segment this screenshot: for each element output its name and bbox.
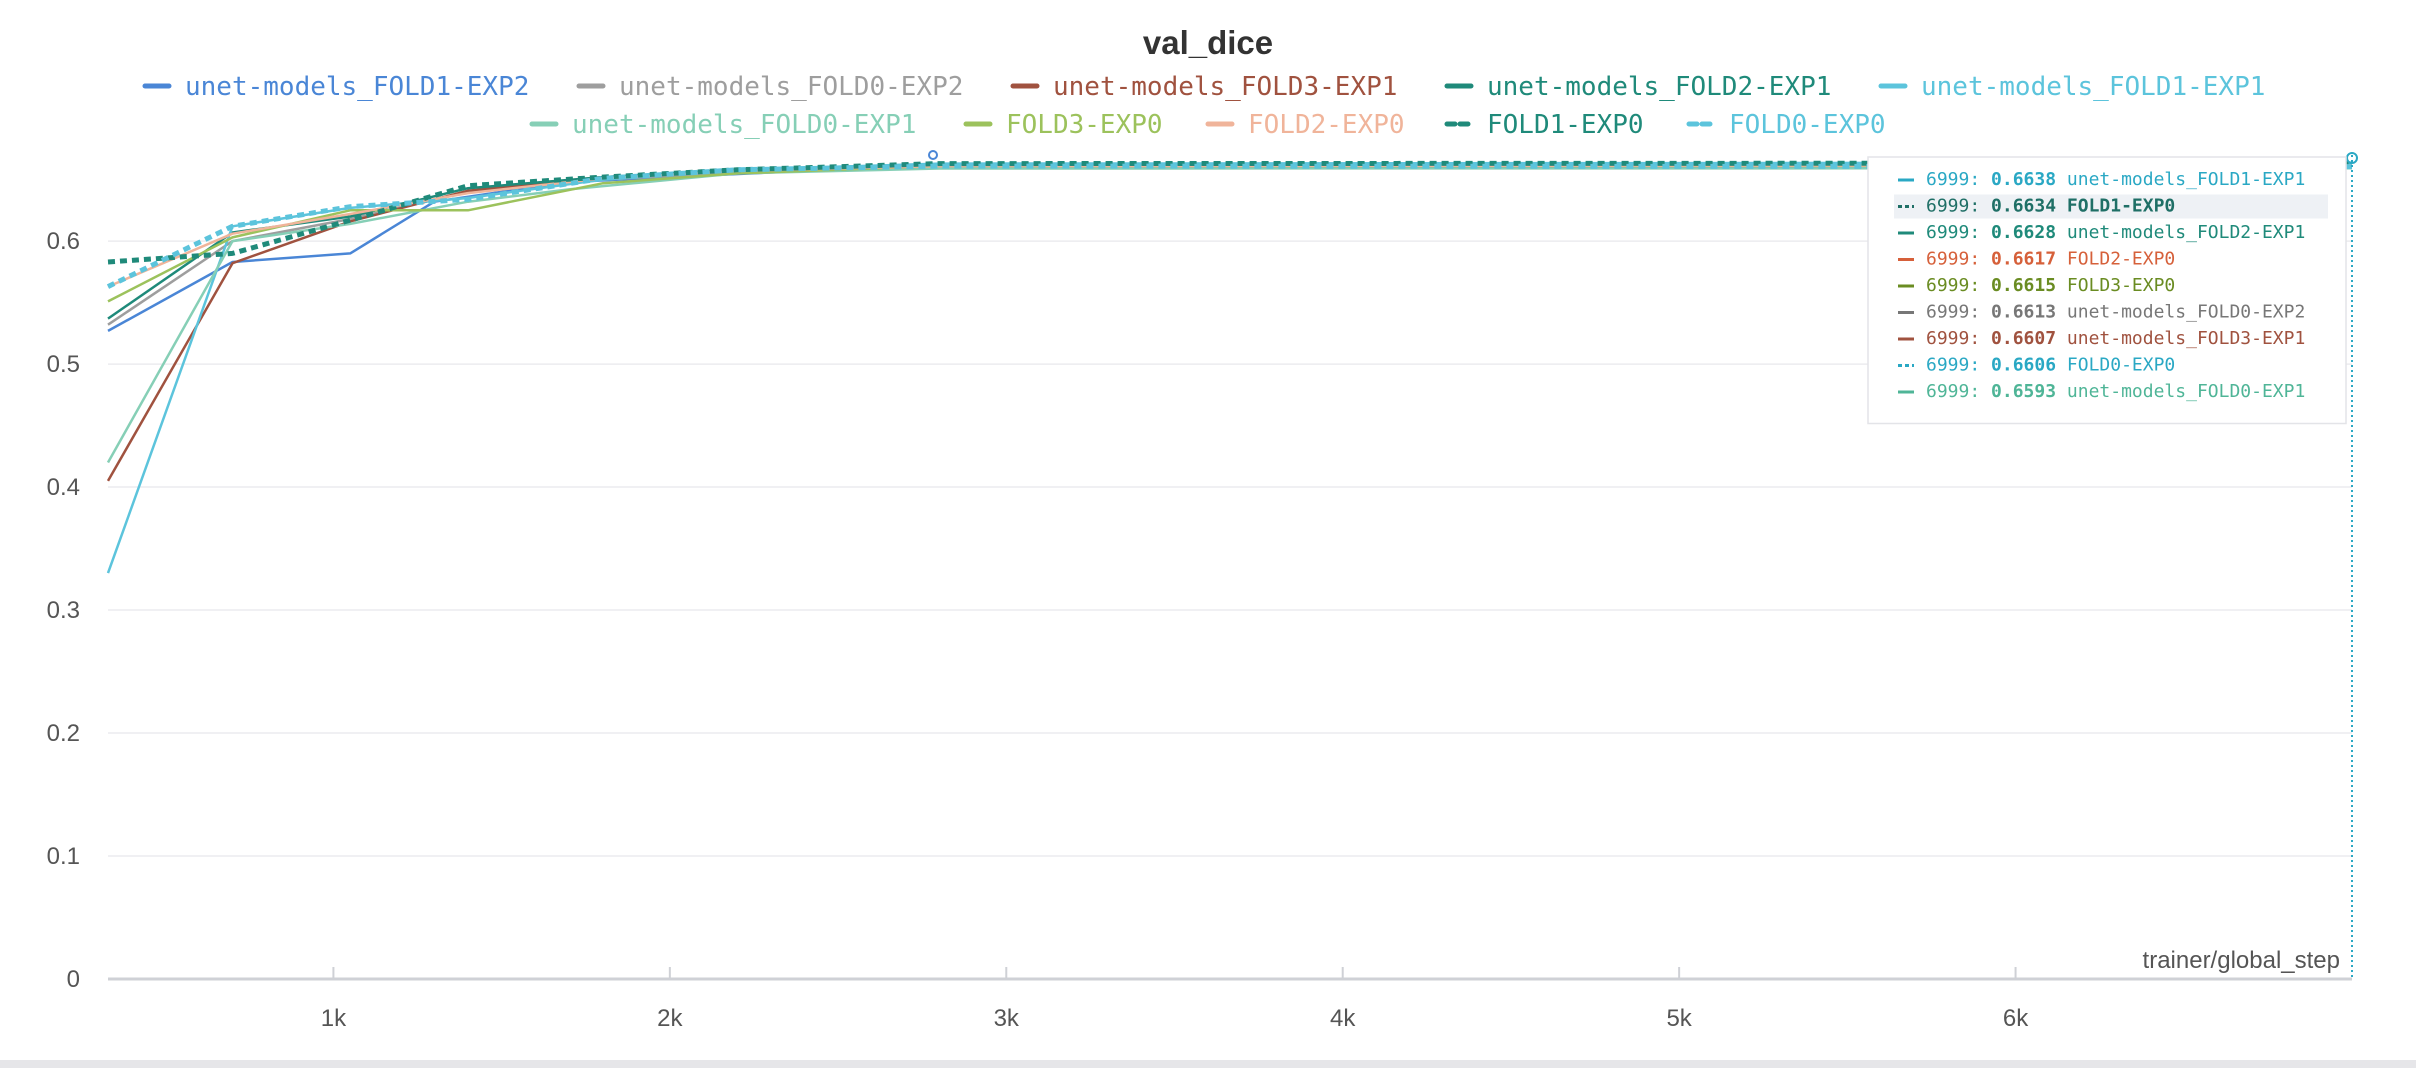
x-tick-label: 2k [657,1005,683,1032]
tooltip-row: 6999: 0.6613 unet-models_FOLD0-EXP2 [1898,302,2305,323]
series-line[interactable] [106,166,2353,464]
chart-title: val_dice [1143,24,1273,61]
legend-label: FOLD3-EXP0 [1006,110,1163,140]
tooltip-text: 6999: 0.6628 unet-models_FOLD2-EXP1 [1926,222,2305,243]
tooltip-run-name: FOLD1-EXP0 [2056,196,2175,217]
grid [108,240,2352,981]
tooltip-row: 6999: 0.6593 unet-models_FOLD0-EXP1 [1898,381,2305,402]
legend-label: FOLD1-EXP0 [1487,110,1644,140]
legend-label: unet-models_FOLD2-EXP1 [1487,72,1831,102]
x-tick-label: 6k [2003,1005,2029,1032]
tooltip-run-name: unet-models_FOLD1-EXP1 [2056,169,2305,190]
legend-item[interactable]: FOLD3-EXP0 [963,110,1163,140]
tooltip-step: 6999: [1926,249,1991,270]
tooltip-run-name: FOLD2-EXP0 [2056,249,2175,270]
x-axis-label: trainer/global_step [2143,947,2340,974]
series-lines [106,150,2358,979]
tooltip-text: 6999: 0.6607 unet-models_FOLD3-EXP1 [1926,328,2305,349]
tooltip-value: 0.6634 [1991,196,2056,217]
legend-label: unet-models_FOLD1-EXP1 [1921,72,2265,102]
tooltip-row: 6999: 0.6634 FOLD1-EXP0 [1894,194,2328,219]
tooltip-step: 6999: [1926,381,1991,402]
tooltip-step: 6999: [1926,196,1991,217]
legend-item[interactable]: unet-models_FOLD0-EXP1 [529,110,916,140]
tooltip-step: 6999: [1926,222,1991,243]
max-marker [928,150,938,160]
legend-label: unet-models_FOLD0-EXP2 [619,72,963,102]
tooltip-value: 0.6613 [1991,302,2056,323]
legend-label: unet-models_FOLD1-EXP2 [185,72,529,102]
legend-item[interactable]: FOLD1-EXP0 [1444,110,1644,140]
panel-bottom-border [0,1060,2416,1068]
tooltip-text: 6999: 0.6613 unet-models_FOLD0-EXP2 [1926,302,2305,323]
y-axis: 0 0.1 0.2 0.3 0.4 0.5 0.6 [47,228,80,993]
tooltip-text: 6999: 0.6606 FOLD0-EXP0 [1926,355,2175,376]
hover-marker [2346,152,2358,164]
tooltip-value: 0.6615 [1991,275,2056,296]
tooltip-run-name: unet-models_FOLD0-EXP2 [2056,302,2305,323]
tooltip-row: 6999: 0.6617 FOLD2-EXP0 [1898,249,2175,270]
tooltip-step: 6999: [1926,328,1991,349]
tooltip-step: 6999: [1926,302,1991,323]
legend-label: FOLD0-EXP0 [1729,110,1886,140]
tooltip-step: 6999: [1926,355,1991,376]
tooltip-value: 0.6617 [1991,249,2056,270]
tooltip-text: 6999: 0.6638 unet-models_FOLD1-EXP1 [1926,169,2305,190]
y-tick-label: 0 [67,966,80,993]
tooltip-row: 6999: 0.6606 FOLD0-EXP0 [1898,355,2175,376]
tooltip-row-highlight [1894,194,2328,219]
legend-item[interactable]: unet-models_FOLD2-EXP1 [1444,72,1831,102]
tooltip-text: 6999: 0.6615 FOLD3-EXP0 [1926,275,2175,296]
tooltip-row: 6999: 0.6638 unet-models_FOLD1-EXP1 [1898,169,2305,190]
tooltip-row: 6999: 0.6615 FOLD3-EXP0 [1898,275,2175,296]
tooltip-value: 0.6593 [1991,381,2056,402]
legend-label: unet-models_FOLD3-EXP1 [1053,72,1397,102]
y-tick-label: 0.4 [47,474,80,501]
tooltip-step: 6999: [1926,169,1991,190]
x-tick-label: 3k [994,1005,1020,1032]
tooltip-row: 6999: 0.6628 unet-models_FOLD2-EXP1 [1898,222,2305,243]
legend-label: FOLD2-EXP0 [1248,110,1405,140]
legend-label: unet-models_FOLD0-EXP1 [572,110,916,140]
legend-item[interactable]: unet-models_FOLD3-EXP1 [1010,72,1397,102]
x-tick-label: 5k [1666,1005,1692,1032]
y-tick-label: 0.3 [47,597,80,624]
tooltip-text: 6999: 0.6593 unet-models_FOLD0-EXP1 [1926,381,2305,402]
x-tick-label: 4k [1330,1005,1356,1032]
tooltip-run-name: unet-models_FOLD3-EXP1 [2056,328,2305,349]
tooltip-text: 6999: 0.6634 FOLD1-EXP0 [1926,196,2175,217]
legend-item[interactable]: unet-models_FOLD0-EXP2 [576,72,963,102]
tooltip-run-name: unet-models_FOLD0-EXP1 [2056,381,2305,402]
tooltip-run-name: FOLD3-EXP0 [2056,275,2175,296]
series-line[interactable] [106,163,2353,289]
y-tick-label: 0.5 [47,351,80,378]
legend[interactable]: unet-models_FOLD1-EXP2 unet-models_FOLD0-… [142,72,2265,140]
x-tick-label: 1k [321,1005,347,1032]
x-axis: 1k 2k 3k 4k 5k 6k [321,967,2029,1032]
y-tick-label: 0.2 [47,720,80,747]
tooltip-text: 6999: 0.6617 FOLD2-EXP0 [1926,249,2175,270]
tooltip-run-name: unet-models_FOLD2-EXP1 [2056,222,2305,243]
legend-item[interactable]: FOLD2-EXP0 [1205,110,1405,140]
tooltip-run-name: FOLD0-EXP0 [2056,355,2175,376]
legend-item[interactable]: unet-models_FOLD1-EXP2 [142,72,529,102]
hover-tooltip: 6999: 0.6638 unet-models_FOLD1-EXP16999:… [1867,156,2347,425]
tooltip-value: 0.6638 [1991,169,2056,190]
tooltip-value: 0.6606 [1991,355,2056,376]
y-tick-label: 0.1 [47,843,80,870]
tooltip-row: 6999: 0.6607 unet-models_FOLD3-EXP1 [1898,328,2305,349]
tooltip-step: 6999: [1926,275,1991,296]
tooltip-value: 0.6607 [1991,328,2056,349]
legend-item[interactable]: unet-models_FOLD1-EXP1 [1878,72,2265,102]
y-tick-label: 0.6 [47,228,80,255]
series-line[interactable] [107,160,2353,265]
tooltip-value: 0.6628 [1991,222,2056,243]
legend-item[interactable]: FOLD0-EXP0 [1686,110,1886,140]
